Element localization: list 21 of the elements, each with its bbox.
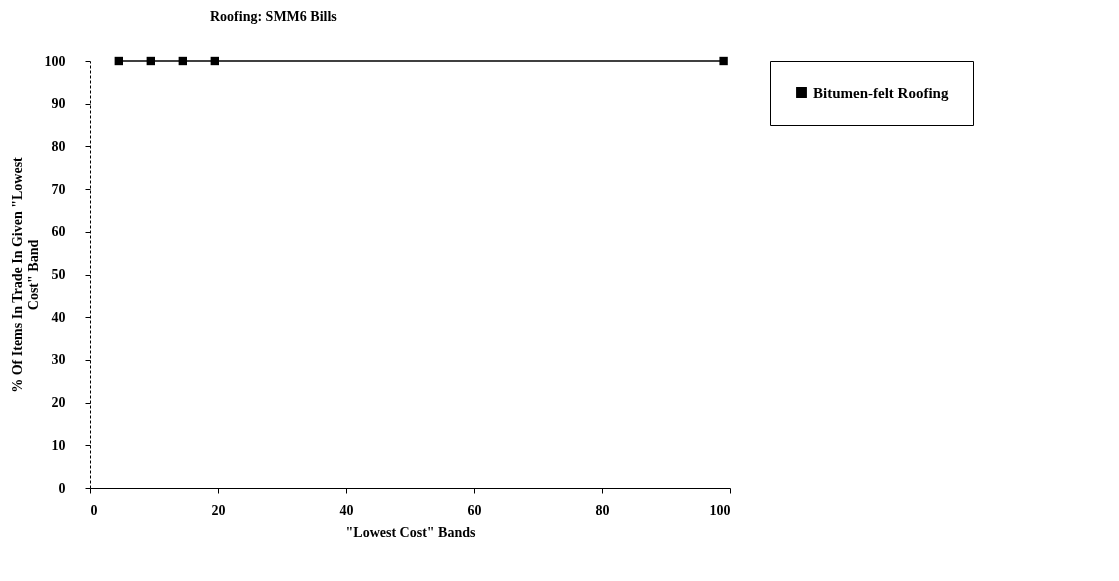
- y-tick-label: 60: [51, 224, 66, 240]
- x-tick-label: 100: [709, 502, 731, 518]
- y-tick-label: 90: [51, 96, 66, 112]
- y-tick-label: 80: [51, 138, 66, 154]
- y-tick-label: 30: [51, 352, 66, 368]
- y-tick-label: 40: [51, 309, 66, 325]
- y-tick-label: 70: [51, 181, 66, 197]
- x-tick-label: 60: [467, 502, 482, 518]
- x-tick-label: 40: [339, 502, 354, 518]
- y-tick-label: 100: [44, 53, 66, 69]
- x-tick-label: 20: [211, 502, 226, 518]
- x-axis-title: "Lowest Cost" Bands: [345, 524, 476, 540]
- x-tick-label: 0: [90, 502, 98, 518]
- y-tick-label: 50: [51, 267, 66, 282]
- legend-label: Bitumen-felt Roofing: [813, 84, 949, 101]
- chart-title: Roofing: SMM6 Bills: [210, 9, 338, 24]
- y-tick-label: 10: [51, 437, 66, 453]
- y-tick-label: 20: [51, 395, 66, 411]
- x-tick-label: 80: [595, 502, 610, 518]
- y-axis-title: % Of Items In Trade In Given "Lowest Cost" Band: [9, 156, 41, 393]
- y-tick-label: 0: [58, 480, 66, 496]
